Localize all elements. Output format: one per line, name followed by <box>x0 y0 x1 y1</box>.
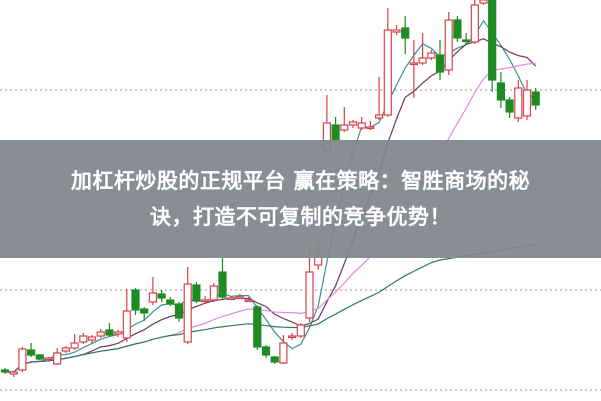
candle-up <box>409 62 418 66</box>
candle-up <box>288 335 297 339</box>
candle-up <box>383 29 392 116</box>
candle-up <box>9 371 18 375</box>
candle-up <box>514 87 523 119</box>
candle-up <box>201 299 210 303</box>
candle-down <box>131 289 140 311</box>
candle-up <box>375 114 384 119</box>
headline-line-2: 诀，打造不可复制的竞争优势！ <box>150 205 451 229</box>
candle-up <box>61 347 71 352</box>
candle-up <box>279 342 288 364</box>
candle-up <box>79 335 88 343</box>
candle-up <box>148 292 157 303</box>
candle-up <box>392 29 401 33</box>
candle-down <box>218 271 227 298</box>
candle-up <box>305 271 314 319</box>
candle-up <box>479 0 488 4</box>
candle-up <box>87 336 97 341</box>
candle-up <box>113 331 123 335</box>
candle-down <box>496 82 505 101</box>
candle-up <box>209 285 218 301</box>
candle-up <box>444 19 453 71</box>
candle-down <box>157 293 166 299</box>
candle-up <box>427 52 436 59</box>
candle-down <box>505 99 514 113</box>
ma60-line <box>5 244 536 373</box>
candle-down <box>435 54 445 73</box>
candle-up <box>235 296 244 300</box>
candle-up <box>53 352 62 365</box>
candle-down <box>166 299 175 305</box>
candle-up <box>18 348 27 371</box>
headline-banner: 加杠杆炒股的正规平台 赢在策略：智胜商场的秘 诀，打造不可复制的竞争优势！ <box>0 140 601 258</box>
candle-up <box>340 124 349 131</box>
candle-up <box>296 324 305 337</box>
candle-down <box>253 306 262 348</box>
candle-down <box>488 0 497 81</box>
candle-down <box>140 308 149 314</box>
candle-up <box>183 283 192 343</box>
headline-line-1: 加杠杆炒股的正规平台 赢在策略：智胜商场的秘 <box>70 169 531 193</box>
candle-up <box>70 342 79 349</box>
candle-down <box>331 124 340 141</box>
candle-up <box>44 357 53 361</box>
candle-down <box>401 27 410 39</box>
candle-up <box>96 331 105 337</box>
candle-down <box>192 284 201 302</box>
candle-up <box>244 299 253 303</box>
candle-up <box>348 121 358 126</box>
candle-down <box>27 349 36 356</box>
candle-up <box>122 310 131 339</box>
candle-down <box>174 303 184 319</box>
candle-down <box>105 329 114 336</box>
candle-up <box>470 4 479 43</box>
candle-down <box>531 91 540 106</box>
candle-up <box>366 126 375 130</box>
candle-down <box>462 39 471 43</box>
candle-down <box>453 19 462 39</box>
candle-down <box>261 346 271 356</box>
candle-up <box>357 122 366 129</box>
candle-down <box>35 354 44 360</box>
candle-up <box>418 57 427 64</box>
candle-down <box>270 356 279 363</box>
candle-down <box>0 369 10 373</box>
candle-up <box>522 89 532 117</box>
candle-up <box>227 297 236 301</box>
